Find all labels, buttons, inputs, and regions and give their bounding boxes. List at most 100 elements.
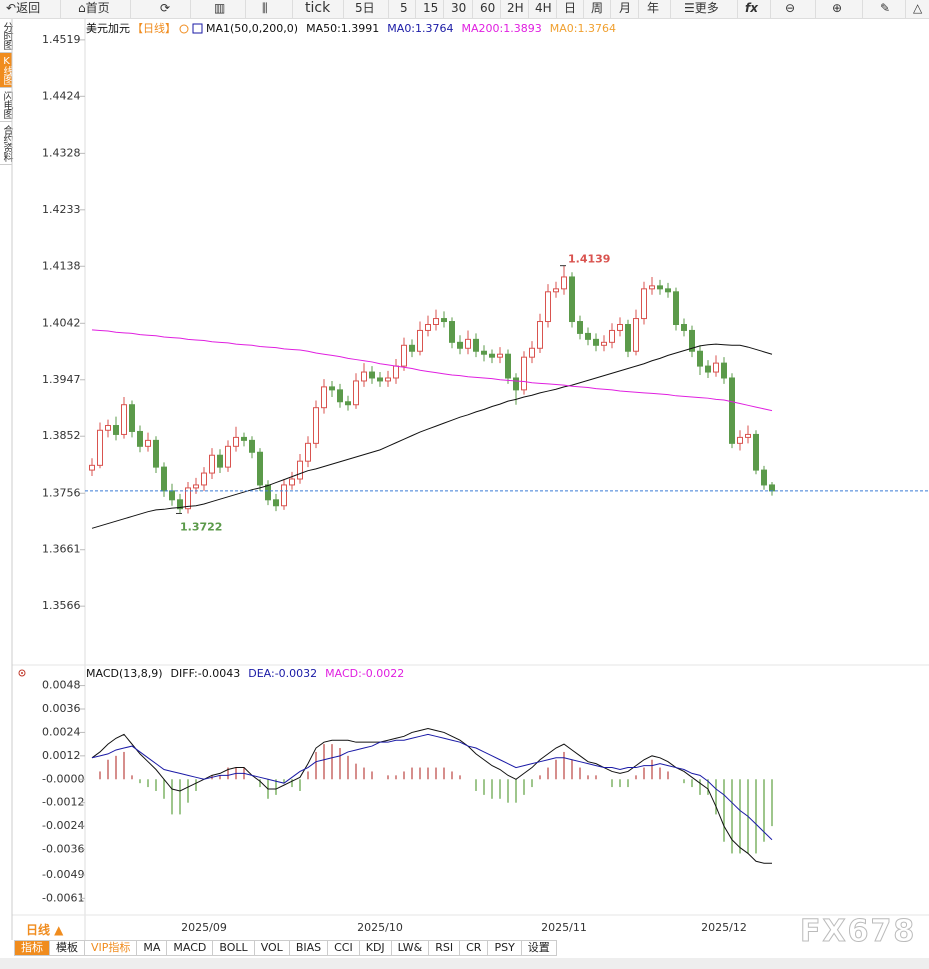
candle-body xyxy=(545,291,551,323)
candle-body xyxy=(537,321,543,349)
indicator-tab[interactable]: MACD xyxy=(167,940,214,956)
macd-line xyxy=(91,733,773,841)
period-button[interactable]: 月 xyxy=(619,1,632,15)
legend-entry: DIFF:-0.0043 xyxy=(171,667,241,680)
candle-body xyxy=(233,436,239,447)
indicator-tab[interactable]: LW& xyxy=(391,940,430,956)
indicator-tab[interactable]: 指标 xyxy=(14,940,50,956)
candle-body xyxy=(665,288,671,293)
candle-body xyxy=(249,439,255,453)
period-button[interactable]: 日 xyxy=(564,1,577,15)
back-button[interactable]: ↶返回 xyxy=(6,1,41,15)
settings-icon[interactable] xyxy=(18,669,26,677)
y-tick-label: -0.0000 xyxy=(42,772,84,785)
y-tick-label: 0.0036 xyxy=(42,702,81,715)
candle-body xyxy=(169,490,175,501)
high-label: 1.4139 xyxy=(568,253,610,266)
indicator-tab[interactable]: RSI xyxy=(429,940,461,956)
candle-body xyxy=(761,469,767,486)
tick-button[interactable]: tick xyxy=(305,0,331,16)
collapse-button[interactable]: △ xyxy=(913,1,923,15)
candle-body xyxy=(105,425,111,431)
candle-body xyxy=(417,329,423,352)
footer-strip xyxy=(0,958,929,969)
draw-button[interactable]: ✎ xyxy=(880,1,891,15)
candle-body xyxy=(601,341,607,346)
candle-body xyxy=(441,318,447,323)
back-label: 返回 xyxy=(16,1,41,15)
y-tick-label: 1.3852 xyxy=(42,429,81,442)
y-tick-label: -0.0036 xyxy=(42,843,84,856)
y-tick-label: 1.3947 xyxy=(42,373,81,386)
side-tab[interactable]: 合约资料 xyxy=(0,122,12,165)
chart-style-button[interactable]: ▥ xyxy=(214,1,226,15)
instrument-title: 美元加元 xyxy=(86,22,130,35)
legend-entry: MA0:1.3764 xyxy=(550,22,616,35)
more-label: 更多 xyxy=(694,1,719,15)
period-button[interactable]: 15 xyxy=(423,1,439,15)
candle-body xyxy=(577,321,583,334)
indicator-tabs: 指标 模板 VIP指标 MA MACD BOLL VOL BIAS CCI KDJ LW& RSI CR… xyxy=(14,940,557,956)
legend-entry: MACD(13,8,9) xyxy=(86,667,163,680)
candle-body xyxy=(729,377,735,444)
period-button[interactable]: 周 xyxy=(591,1,604,15)
candle-body xyxy=(393,365,399,379)
candle-body xyxy=(289,478,295,486)
indicator-tab[interactable]: CR xyxy=(460,940,489,956)
candle-body xyxy=(201,472,207,486)
indicator-tab[interactable]: MA xyxy=(137,940,168,956)
y-tick-label: 1.4233 xyxy=(42,203,81,216)
toolbar: ↶返回 ⌂首页 ⟳ ▥ ⫼ tick 5日 5 15 30 60 2H 4H 日… xyxy=(0,0,929,19)
candle-body xyxy=(257,451,263,486)
side-tab[interactable]: 闪电图 xyxy=(0,88,12,122)
indicator-tab[interactable]: CCI xyxy=(328,940,360,956)
candle-body xyxy=(153,439,159,468)
period-button[interactable]: 30 xyxy=(451,1,467,15)
candle-body xyxy=(697,350,703,367)
formula-button[interactable]: fx xyxy=(745,1,758,15)
candle-body xyxy=(689,329,695,352)
more-button[interactable]: ☰更多 xyxy=(684,1,719,15)
candle-body xyxy=(337,389,343,403)
x-tick-label: 2025/12 xyxy=(701,921,747,934)
candle-body xyxy=(617,323,623,331)
indicator-tab[interactable]: VIP指标 xyxy=(85,940,138,956)
candle-body xyxy=(409,344,415,352)
period-button[interactable]: 2H xyxy=(507,1,524,15)
candle-button[interactable]: ⫼ xyxy=(262,1,268,15)
candle-body xyxy=(193,484,199,489)
home-label: 首页 xyxy=(85,1,110,15)
period-button[interactable]: 60 xyxy=(480,1,496,15)
refresh-button[interactable]: ⟳ xyxy=(160,1,171,15)
indicator-tab[interactable]: 模板 xyxy=(50,940,85,956)
candle-body xyxy=(129,404,135,432)
candle-body xyxy=(353,380,359,406)
indicator-tab[interactable]: VOL xyxy=(254,940,290,956)
y-tick-label: 1.3661 xyxy=(42,543,81,556)
indicator-tab[interactable]: BOLL xyxy=(213,940,255,956)
y-tick-label: -0.0012 xyxy=(42,796,84,809)
period-selector[interactable]: 日线 ▲ xyxy=(26,923,64,937)
candle-body xyxy=(273,499,279,507)
candle-body xyxy=(489,353,495,358)
y-tick-label: 1.4424 xyxy=(42,89,81,102)
side-tab[interactable]: 分时图 xyxy=(0,19,12,53)
zoom-out-button[interactable]: ⊖ xyxy=(785,1,796,15)
indicator-tab[interactable]: KDJ xyxy=(359,940,392,956)
candle-body xyxy=(721,362,727,379)
indicator-tab[interactable]: PSY xyxy=(488,940,522,956)
y-tick-label: 1.4042 xyxy=(42,316,81,329)
side-tab[interactable]: K线图 xyxy=(0,53,12,88)
candle-body xyxy=(225,445,231,468)
candle-body xyxy=(753,433,759,471)
period-button[interactable]: 4H xyxy=(535,1,552,15)
candle-body xyxy=(369,371,375,379)
home-button[interactable]: ⌂首页 xyxy=(78,1,110,15)
period-button[interactable]: 5 xyxy=(400,1,408,15)
period-button[interactable]: 年 xyxy=(647,1,660,15)
period-button[interactable]: 5日 xyxy=(355,1,375,15)
indicator-tab[interactable]: BIAS xyxy=(289,940,329,956)
indicator-tab[interactable]: 设置 xyxy=(521,940,557,956)
zoom-in-button[interactable]: ⊕ xyxy=(832,1,843,15)
candle-body xyxy=(113,425,119,435)
